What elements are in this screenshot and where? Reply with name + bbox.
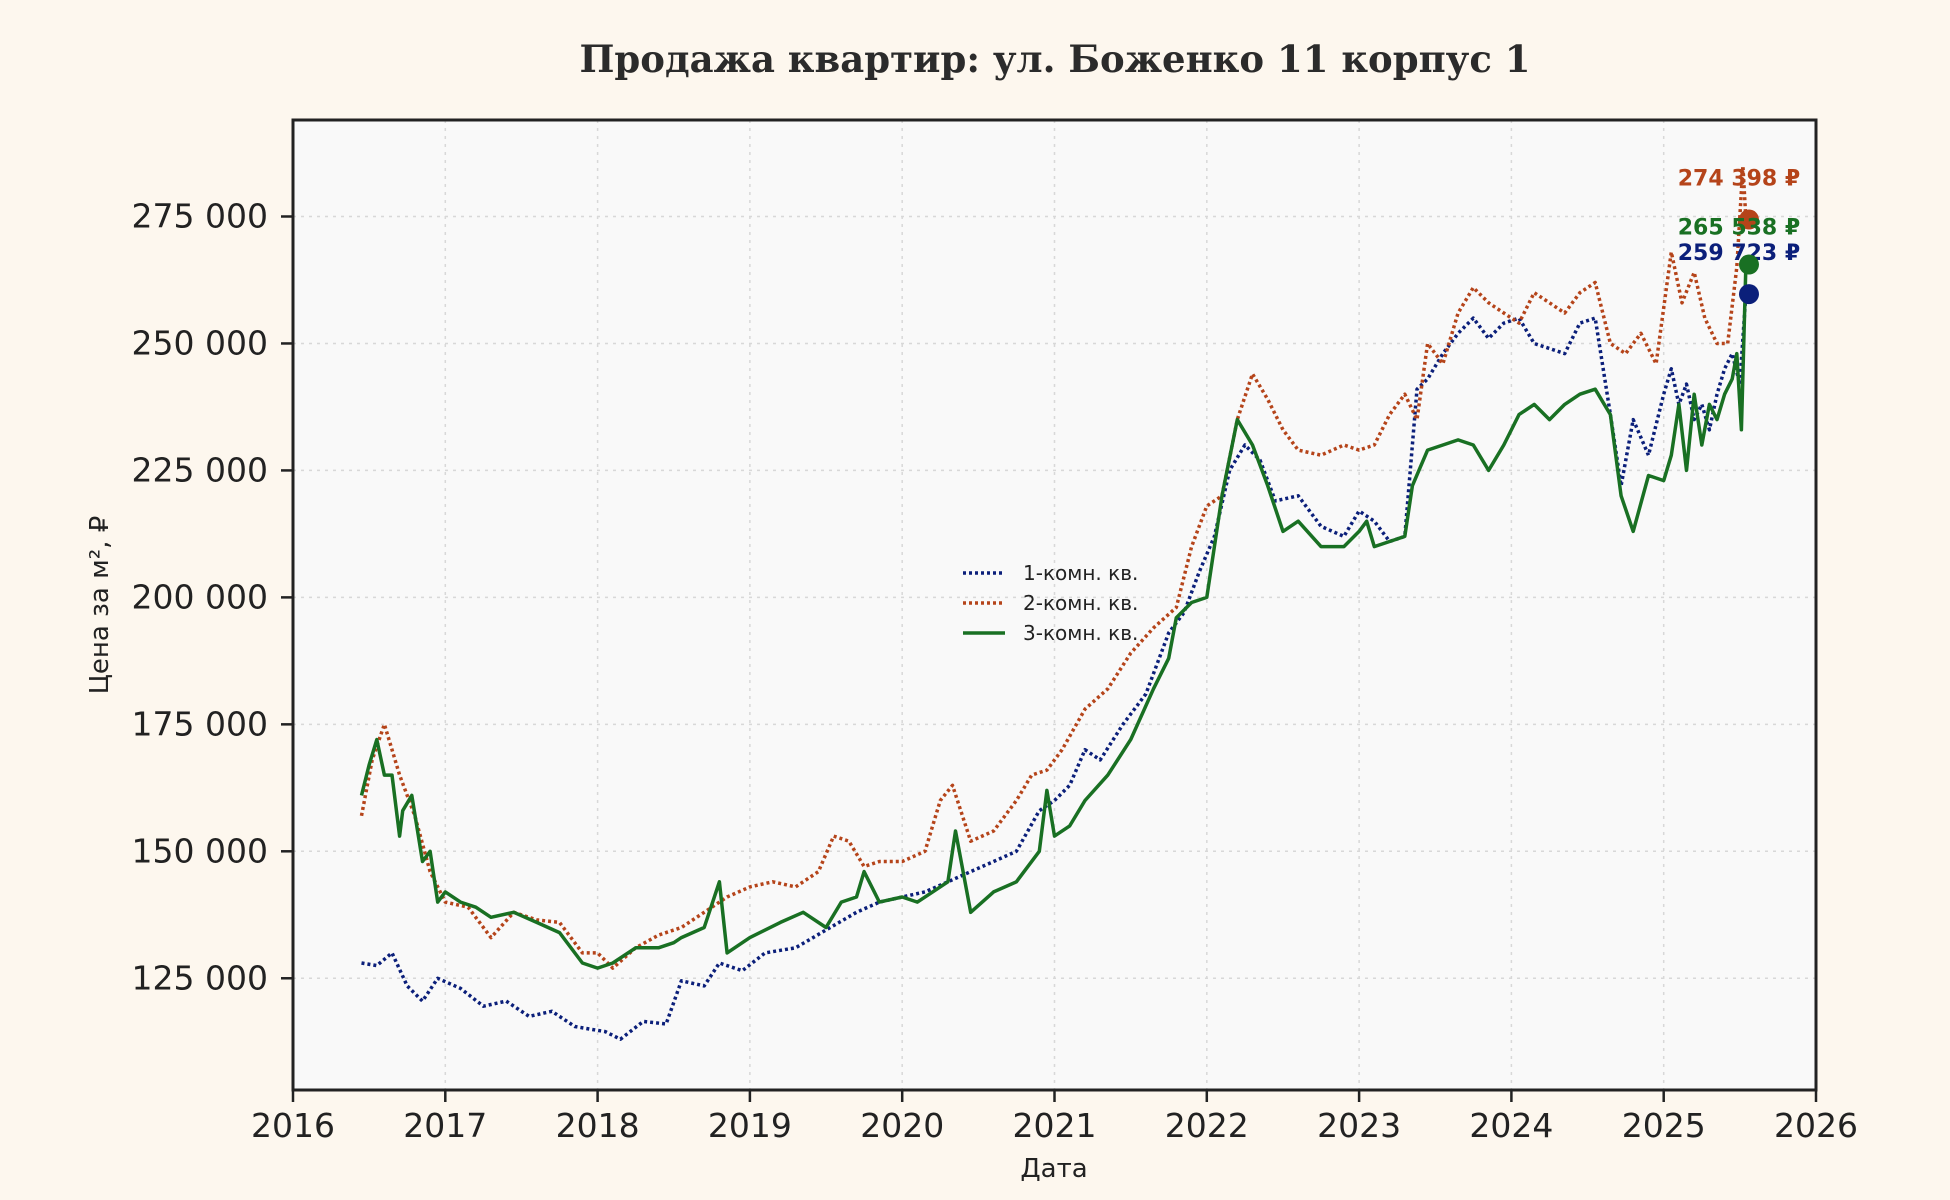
- x-tick-label: 2025: [1622, 1106, 1706, 1145]
- x-tick-label: 2019: [708, 1106, 792, 1145]
- chart-title: Продажа квартир: ул. Боженко 11 корпус 1: [579, 37, 1530, 81]
- end-value-label-1: 259 723 ₽: [1678, 241, 1800, 266]
- x-tick-label: 2021: [1013, 1106, 1097, 1145]
- end-marker-2: [1738, 209, 1759, 230]
- x-tick-label: 2018: [556, 1106, 640, 1145]
- y-axis-label: Цена за м², ₽: [85, 516, 115, 695]
- x-tick-label: 2026: [1774, 1106, 1858, 1145]
- end-markers: 259 723 ₽ 274 398 ₽ 265 538 ₽: [1678, 167, 1800, 305]
- x-tick-label: 2020: [860, 1106, 944, 1145]
- end-marker-1: [1738, 284, 1759, 305]
- y-tick-label: 275 000: [132, 196, 268, 235]
- end-value-label-2: 274 398 ₽: [1678, 167, 1800, 192]
- axis-ticks: 2016 2017 2018 2019 2020 2021 2022 2023 2024 2025…: [132, 196, 1858, 1145]
- y-tick-label: 225 000: [132, 450, 268, 489]
- end-marker-3: [1738, 254, 1759, 275]
- x-tick-label: 2023: [1317, 1106, 1401, 1145]
- legend: 1-комн. кв. 2-комн. кв. 3-комн. кв.: [963, 561, 1138, 645]
- x-tick-label: 2016: [251, 1106, 335, 1145]
- x-tick-label: 2022: [1165, 1106, 1249, 1145]
- y-tick-label: 250 000: [132, 323, 268, 362]
- legend-label-2: 2-комн. кв.: [1023, 591, 1138, 615]
- series-lines: [359, 163, 1748, 1041]
- x-tick-label: 2017: [403, 1106, 487, 1145]
- series-line-3: [359, 264, 1748, 970]
- y-tick-label: 200 000: [132, 577, 268, 616]
- y-tick-label: 125 000: [132, 958, 268, 997]
- legend-label-1: 1-комн. кв.: [1023, 561, 1138, 585]
- x-tick-label: 2024: [1469, 1106, 1553, 1145]
- legend-label-3: 3-комн. кв.: [1023, 621, 1138, 645]
- end-value-label-3: 265 538 ₽: [1678, 216, 1800, 241]
- x-axis-label: Дата: [1020, 1154, 1087, 1184]
- series-line-1: [361, 293, 1748, 1041]
- y-tick-label: 175 000: [132, 704, 268, 743]
- y-tick-label: 150 000: [132, 831, 268, 870]
